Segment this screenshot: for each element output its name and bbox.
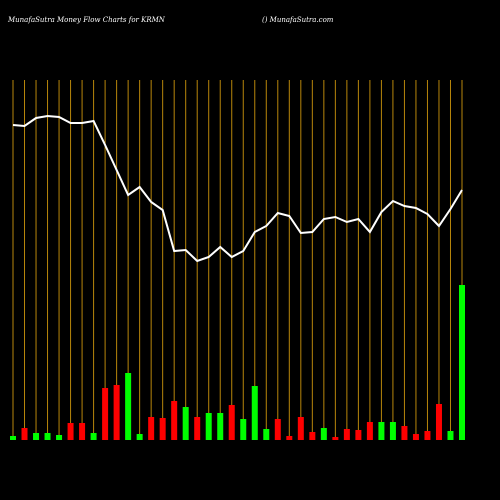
bar xyxy=(309,432,316,440)
bar xyxy=(33,433,40,440)
bar xyxy=(412,434,419,440)
bar xyxy=(378,422,385,440)
bar xyxy=(286,436,293,440)
money-flow-line xyxy=(12,114,463,263)
bar xyxy=(459,285,465,440)
bar xyxy=(320,428,327,440)
chart-title: MunafaSutra Money Flow Charts for KRMN xyxy=(7,16,166,24)
bar xyxy=(447,431,454,440)
bar xyxy=(182,407,189,440)
bar xyxy=(355,430,362,440)
bar xyxy=(343,429,350,440)
bar xyxy=(435,404,442,440)
bar xyxy=(424,431,431,440)
bar xyxy=(56,435,63,440)
bar xyxy=(125,373,132,440)
bar xyxy=(217,413,224,440)
bar xyxy=(44,433,51,440)
bar xyxy=(332,437,339,440)
bar xyxy=(251,386,258,440)
bar xyxy=(10,436,16,440)
bar xyxy=(148,417,155,440)
bar xyxy=(194,417,201,440)
chart-subtitle: () MunafaSutra.com xyxy=(262,16,334,24)
bar xyxy=(366,422,373,440)
bar xyxy=(228,405,235,440)
bar xyxy=(297,417,304,440)
bar xyxy=(240,419,247,440)
bar xyxy=(102,388,109,440)
bar xyxy=(113,385,120,440)
bar xyxy=(159,418,166,440)
bar xyxy=(79,423,86,440)
bar xyxy=(90,433,97,440)
bar xyxy=(401,426,408,440)
bar xyxy=(274,419,281,440)
bar xyxy=(205,413,212,440)
bar xyxy=(263,429,270,440)
bar xyxy=(136,434,143,440)
bar xyxy=(389,422,396,440)
bar xyxy=(171,401,178,440)
bar xyxy=(21,428,28,440)
bar xyxy=(67,423,74,440)
